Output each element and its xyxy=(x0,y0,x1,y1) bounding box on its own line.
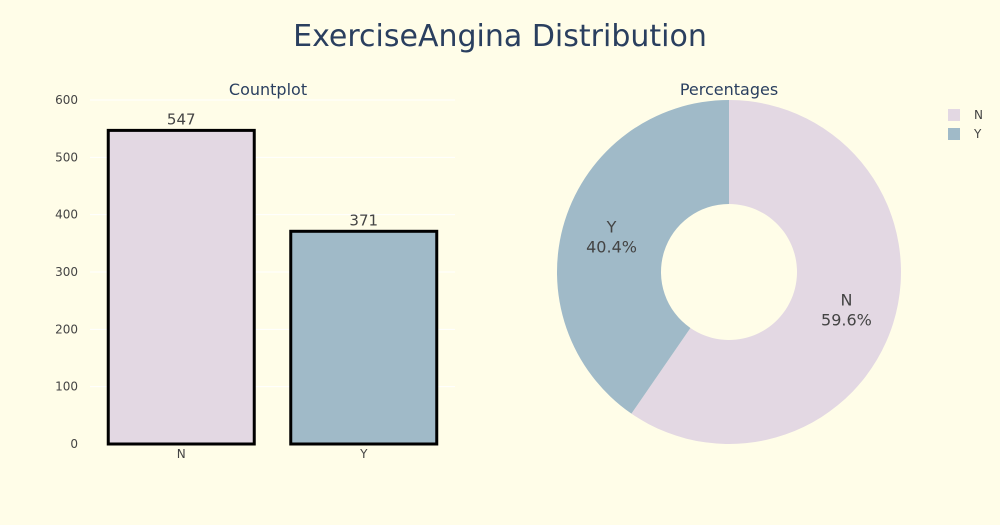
pie-subplot-title: Percentages xyxy=(680,80,778,99)
bar-y-tick-label: 500 xyxy=(55,150,78,164)
legend-item-Y[interactable]: Y xyxy=(948,127,982,141)
bar-N[interactable] xyxy=(106,128,256,446)
bar-subplot-title: Countplot xyxy=(229,80,307,99)
bar-y-tick-label: 300 xyxy=(55,265,78,279)
bar-series: 547 371 xyxy=(106,110,439,446)
pie-subplot: Percentages N59.6% Y40.4% xyxy=(557,80,902,445)
bar-Y[interactable] xyxy=(289,229,439,446)
legend-label: N xyxy=(974,108,983,122)
pie-series xyxy=(557,100,902,445)
legend-swatch xyxy=(948,109,960,121)
bar-x-tick-label: Y xyxy=(359,447,368,461)
bar-x-tick-label: N xyxy=(177,447,186,461)
bar-y-tick-label: 600 xyxy=(55,93,78,107)
pie-slice-N[interactable] xyxy=(631,100,902,445)
legend[interactable]: NY xyxy=(948,108,983,141)
pie-labels: N59.6% Y40.4% xyxy=(586,217,872,329)
legend-item-N[interactable]: N xyxy=(948,108,983,122)
pie-slice-label: N xyxy=(840,291,852,310)
bar-value-label: 547 xyxy=(167,110,196,128)
pie-slice-percent: 40.4% xyxy=(586,237,637,256)
bar-y-axis: 0 100 200 300 400 500 600 xyxy=(55,93,78,451)
bar-y-tick-label: 200 xyxy=(55,322,78,336)
bar-y-tick-label: 400 xyxy=(55,208,78,222)
chart-title: ExerciseAngina Distribution xyxy=(293,19,707,54)
bar-value-label: 371 xyxy=(349,211,378,229)
legend-swatch xyxy=(948,128,960,140)
bar-y-tick-label: 100 xyxy=(55,380,78,394)
pie-slice-label: Y xyxy=(606,217,617,236)
bar-y-tick-label: 0 xyxy=(70,437,78,451)
pie-slice-Y[interactable] xyxy=(557,100,729,414)
legend-label: Y xyxy=(973,127,982,141)
pie-slice-percent: 59.6% xyxy=(821,311,872,330)
